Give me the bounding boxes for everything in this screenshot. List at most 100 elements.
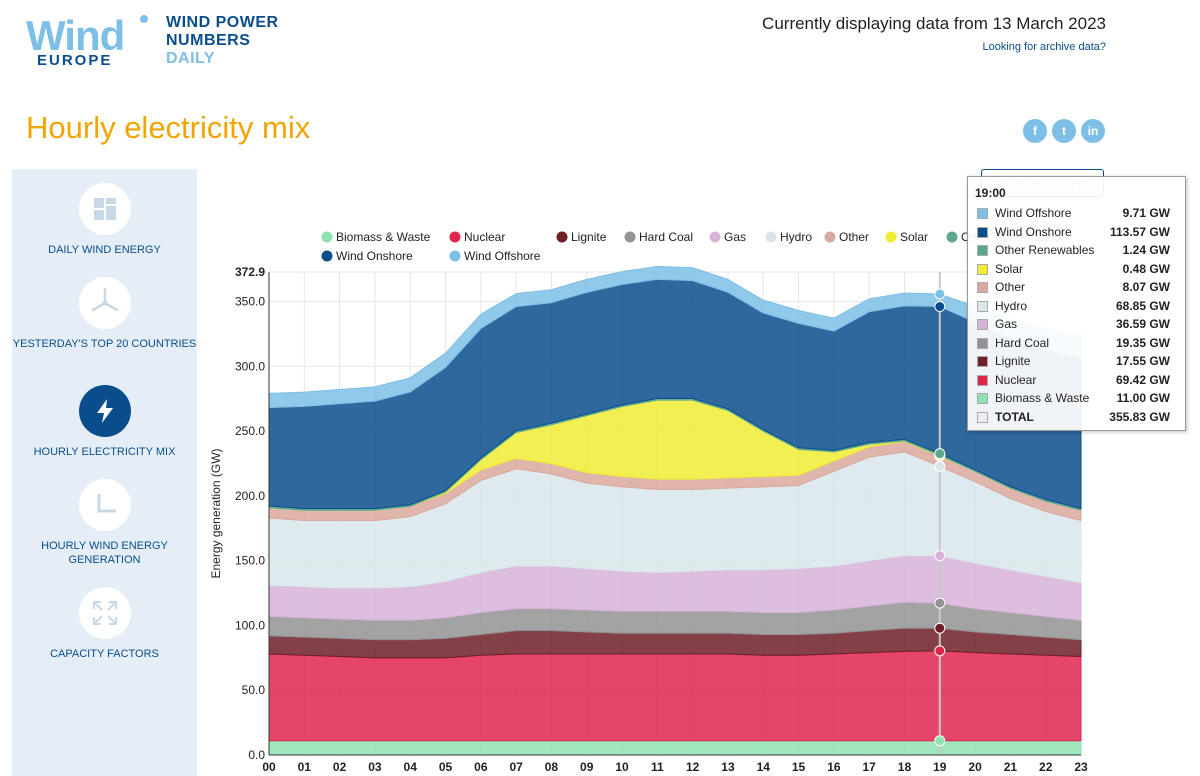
windeurope-logo[interactable]: Wind EUROPE WIND POWER NUMBERS DAILY (26, 12, 306, 72)
tooltip-row: Gas 36.59 GW (975, 315, 1185, 334)
tooltip-series-value: 355.83 GW (1109, 409, 1170, 424)
logo-tag-line-1: WIND POWER (166, 14, 279, 31)
archive-link[interactable]: Looking for archive data? (982, 41, 1106, 53)
linkedin-share-button[interactable]: in (1081, 119, 1105, 143)
sidebar-item-top-20-countries[interactable]: YESTERDAY'S TOP 20 COUNTRIES (12, 277, 197, 351)
legend-swatch (885, 231, 897, 243)
tooltip-row: TOTAL 355.83 GW (975, 408, 1185, 427)
tooltip-row: Wind Offshore 9.71 GW (975, 204, 1185, 223)
legend-swatch (709, 231, 721, 243)
sidebar-nav: DAILY WIND ENERGY YESTERDAY'S TOP 20 COU… (12, 169, 197, 776)
sidebar-item-label: YESTERDAY'S TOP 20 COUNTRIES (12, 338, 197, 350)
y-tick-label: 250.0 (235, 424, 265, 438)
tooltip-swatch (977, 337, 988, 349)
tooltip-series-value: 113.57 GW (1109, 224, 1170, 239)
sidebar-item-label: DAILY WIND ENERGY (48, 244, 161, 256)
tooltip-series-name: TOTAL (995, 409, 1034, 424)
tooltip-series-name: Gas (995, 317, 1018, 331)
legend-item[interactable]: Biomass & Waste (321, 230, 431, 244)
sidebar-item-capacity-factors[interactable]: CAPACITY FACTORS (12, 587, 197, 661)
x-tick-label: 17 (862, 760, 876, 774)
legend-item[interactable]: Hydro (765, 230, 813, 244)
legend-item[interactable]: Solar (885, 230, 929, 244)
hover-marker (934, 597, 946, 609)
tooltip-series-name: Other (995, 280, 1026, 294)
clock-icon (78, 479, 131, 531)
x-tick-label: 07 (509, 760, 523, 774)
legend-item[interactable]: Lignite (556, 230, 607, 244)
x-tick-label: 01 (298, 760, 312, 774)
hover-marker (934, 460, 946, 472)
y-tick-label: 50.0 (242, 683, 266, 697)
logo-tag-line-2: NUMBERS (166, 32, 251, 49)
tooltip-series-value: 19.35 GW (1115, 335, 1170, 350)
x-tick-label: 19 (933, 760, 947, 774)
tooltip-swatch (977, 263, 988, 275)
y-tick-label: 300.0 (235, 359, 265, 373)
legend-swatch (449, 231, 461, 243)
legend-swatch (946, 231, 958, 243)
tooltip-series-name: Hydro (995, 298, 1028, 313)
logo-tag-line-3: DAILY (166, 50, 216, 67)
tooltip-series-value: 0.48 GW (1122, 261, 1170, 276)
legend-item[interactable]: Gas (709, 230, 747, 244)
tooltip-series-value: 36.59 GW (1115, 317, 1170, 331)
legend-swatch (765, 231, 777, 243)
tooltip-swatch (977, 374, 988, 386)
legend-label: Gas (724, 230, 746, 244)
x-tick-label: 16 (827, 760, 841, 774)
x-tick-label: 14 (757, 760, 771, 774)
x-tick-label: 20 (968, 760, 982, 774)
legend-swatch (556, 231, 568, 243)
legend-label: Wind Onshore (336, 249, 413, 263)
sidebar-item-hourly-wind-generation[interactable]: HOURLY WIND ENERGY GENERATION (12, 479, 197, 567)
tooltip-row: Hydro 68.85 GW (975, 297, 1185, 316)
x-tick-label: 22 (1039, 760, 1053, 774)
expand-icon (78, 587, 131, 639)
legend-item[interactable]: Hard Coal (624, 230, 694, 244)
tooltip-row: Nuclear 69.42 GW (975, 371, 1185, 390)
tooltip-row: Other 8.07 GW (975, 278, 1185, 297)
x-tick-label: 05 (439, 760, 453, 774)
legend-item[interactable]: Nuclear (449, 230, 506, 244)
legend-item[interactable]: Wind Onshore (321, 249, 414, 263)
tooltip-swatch (977, 282, 988, 293)
hover-marker (934, 550, 946, 562)
legend-label: Solar (900, 230, 928, 244)
logo-dot (140, 15, 148, 23)
chart-axes: 0.0 50.0 100.0 150.0 200.0 250.0 300.0 350.0 372… (209, 265, 1088, 774)
tooltip-series-value: 11.00 GW (1116, 391, 1170, 405)
legend-swatch (449, 250, 461, 262)
electricity-mix-chart: Biomass & Waste Nuclear Lignite Hard Coal Ga… (209, 230, 1088, 774)
sidebar-item-hourly-electricity-mix[interactable]: HOURLY ELECTRICITY MIX (12, 385, 197, 459)
y-tick-label: 200.0 (235, 489, 265, 503)
twitter-share-button[interactable]: t (1052, 119, 1076, 143)
legend-label: Hydro (780, 230, 812, 244)
logo-tagline: WIND POWER NUMBERS DAILY (166, 14, 279, 68)
legend-swatch (321, 231, 333, 243)
tooltip-swatch (977, 319, 988, 330)
legend-item[interactable]: Other (824, 230, 870, 244)
tooltip-series-value: 68.85 GW (1115, 298, 1170, 313)
facebook-share-button[interactable]: f (1023, 119, 1047, 143)
tooltip-swatch (977, 208, 988, 219)
sidebar-item-daily-wind-energy[interactable]: DAILY WIND ENERGY (12, 183, 197, 257)
x-tick-label: 23 (1074, 760, 1088, 774)
tooltip-swatch (977, 226, 988, 238)
legend-swatch (624, 231, 636, 243)
legend-label: Other (839, 230, 869, 244)
tooltip-series-value: 17.55 GW (1115, 354, 1170, 368)
tooltip-row: Hard Coal 19.35 GW (975, 334, 1185, 353)
x-tick-label: 03 (368, 760, 382, 774)
chart-tooltip: 19:00 Wind Offshore 9.71 GW Wind Onshore 11… (967, 176, 1186, 431)
y-tick-label: 350.0 (235, 295, 265, 309)
tooltip-series-name: Wind Offshore (995, 206, 1072, 220)
tooltip-row: Biomass & Waste 11.00 GW (975, 389, 1185, 408)
tooltip-series-name: Biomass & Waste (995, 391, 1090, 405)
chart-legend: Biomass & Waste Nuclear Lignite Hard Coal Ga… (321, 230, 1060, 263)
hover-marker (934, 301, 946, 313)
sidebar-item-label: HOURLY WIND ENERGY GENERATION (41, 540, 168, 566)
y-tick-label: 0.0 (248, 748, 265, 762)
legend-label: Lignite (571, 230, 607, 244)
legend-item[interactable]: Wind Offshore (449, 249, 541, 263)
